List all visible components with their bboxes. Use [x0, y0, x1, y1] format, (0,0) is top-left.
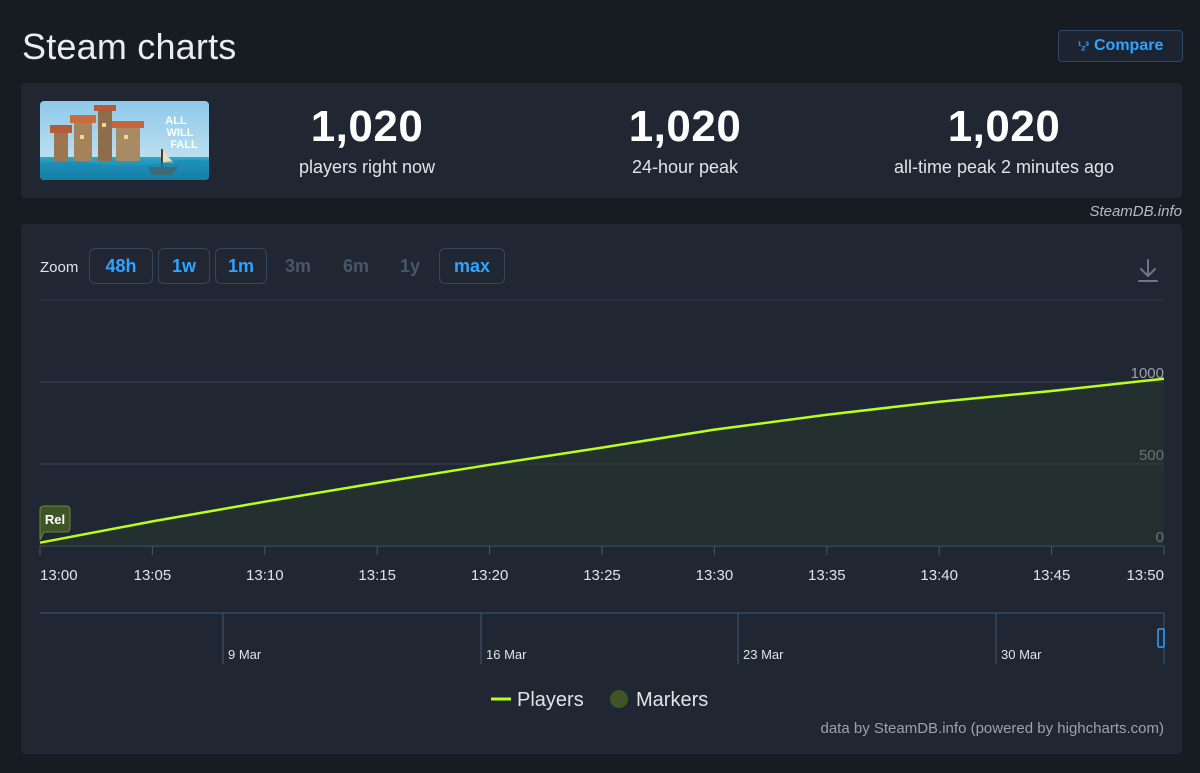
zoom-label: Zoom	[40, 259, 79, 276]
stat-24h-peak: 1,020 24-hour peak	[585, 105, 785, 178]
stat-all-time-peak: 1,020 all-time peak 2 minutes ago	[864, 105, 1144, 178]
compare-icon: ¹₂³	[1077, 39, 1089, 53]
x-tick-label: 13:35	[808, 567, 846, 584]
zoom-button-48h[interactable]: 48h	[89, 248, 153, 284]
page-title: Steam charts	[22, 26, 237, 67]
legend-players-label[interactable]: Players	[517, 689, 584, 711]
logo-text-1: ALL	[165, 115, 187, 127]
x-tick-label: 13:15	[358, 567, 396, 584]
x-tick-label: 13:20	[471, 567, 509, 584]
series-area-players	[40, 378, 1164, 546]
brand-label: SteamDB.info	[1089, 203, 1182, 220]
x-tick-label: 13:25	[583, 567, 621, 584]
compare-label: Compare	[1093, 37, 1164, 54]
navigator-label: 23 Mar	[743, 647, 784, 662]
legend-markers-label[interactable]: Markers	[636, 689, 708, 711]
zoom-button-max[interactable]: max	[439, 248, 505, 284]
zoom-button-1w[interactable]: 1w	[158, 248, 210, 284]
download-icon[interactable]	[1136, 258, 1160, 284]
stat-label: 24-hour peak	[631, 157, 739, 177]
chart-panel: Zoom 48h 1w 1m 3m 6m 1y max 0 500 1000 13:00 13:05…	[21, 224, 1182, 754]
logo-text-2: WILL	[167, 127, 194, 139]
release-marker[interactable]	[39, 505, 71, 541]
y-tick-label: 500	[1139, 447, 1164, 464]
x-tick-label: 13:40	[920, 567, 958, 584]
stat-value: 1,020	[628, 102, 742, 151]
compare-button[interactable]: ¹₂³ Compare	[1058, 30, 1183, 62]
zoom-button-1m[interactable]: 1m	[215, 248, 267, 284]
navigator-handle[interactable]	[1157, 628, 1165, 648]
stat-label: all-time peak 2 minutes ago	[893, 157, 1115, 177]
x-tick-label: 13:50	[1126, 567, 1164, 584]
stat-value: 1,020	[947, 102, 1061, 151]
zoom-button-6m[interactable]: 6m	[342, 255, 369, 276]
game-artwork-image: ALL WILL FALL	[40, 101, 209, 180]
navigator-label: 16 Mar	[486, 647, 527, 662]
x-tick-label: 13:45	[1033, 567, 1071, 584]
zoom-button-3m[interactable]: 3m	[284, 255, 311, 276]
stats-panel: ALL WILL FALL 1,020 players right now 1,…	[21, 83, 1182, 198]
player-chart[interactable]: 0 500 1000 13:00 13:05 13:10 13:15 13:20 13:25 13…	[21, 224, 1182, 724]
y-tick-label: 0	[1156, 529, 1164, 546]
data-credit: data by SteamDB.info (powered by highcha…	[820, 720, 1165, 737]
logo-text-3: FALL	[170, 139, 198, 151]
stat-players-now: 1,020 players right now	[267, 105, 467, 178]
stat-value: 1,020	[310, 102, 424, 151]
zoom-button-1y[interactable]: 1y	[399, 255, 421, 276]
x-tick-label: 13:00	[40, 567, 78, 584]
legend-markers-swatch	[610, 690, 628, 708]
release-marker-label: Rel	[45, 512, 65, 527]
y-tick-label: 1000	[1131, 365, 1164, 382]
game-thumbnail[interactable]: ALL WILL FALL	[40, 101, 209, 180]
x-tick-label: 13:05	[134, 567, 172, 584]
navigator-label: 30 Mar	[1001, 647, 1042, 662]
navigator-label: 9 Mar	[228, 647, 262, 662]
x-tick-label: 13:30	[696, 567, 734, 584]
x-tick-label: 13:10	[246, 567, 284, 584]
stat-label: players right now	[298, 157, 436, 177]
